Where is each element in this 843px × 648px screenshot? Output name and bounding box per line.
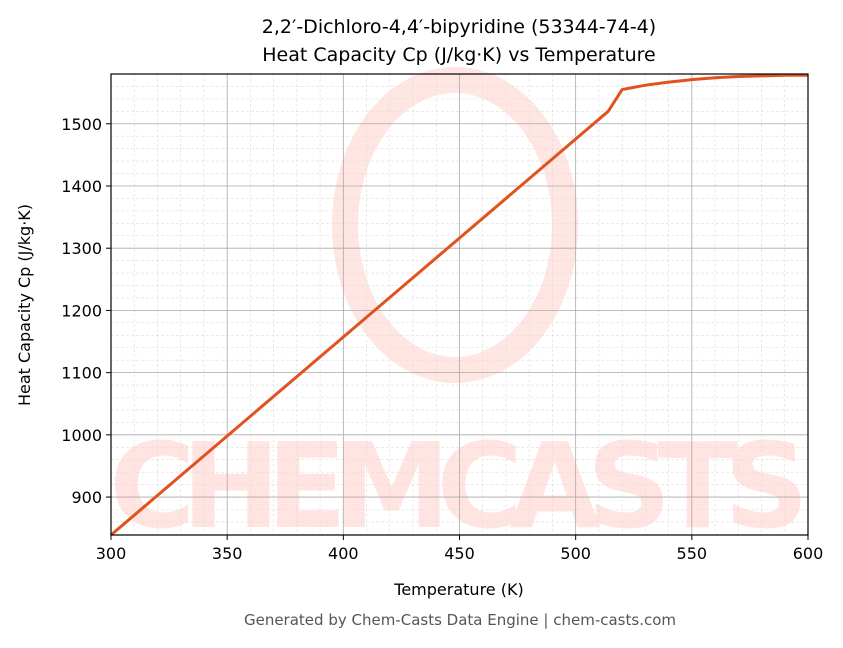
y-tick-label: 1500 (61, 115, 102, 134)
chart-title: 2,2′-Dichloro-4,4′-bipyridine (53344-74-… (262, 16, 656, 38)
x-tick-label: 400 (328, 544, 359, 563)
chart-subtitle: Heat Capacity Cp (J/kg·K) vs Temperature (262, 44, 656, 66)
y-tick-label: 900 (71, 488, 102, 507)
x-tick-label: 450 (444, 544, 475, 563)
x-tick-label: 550 (677, 544, 708, 563)
watermark-text: CHEMCASTS (109, 417, 809, 555)
x-tick-label: 600 (793, 544, 824, 563)
footer-credit: Generated by Chem-Casts Data Engine | ch… (244, 611, 676, 629)
y-tick-label: 1100 (61, 364, 102, 383)
watermark: CHEMCASTS (109, 67, 809, 555)
y-tick-label: 1400 (61, 177, 102, 196)
y-tick-label: 1300 (61, 239, 102, 258)
x-tick-label: 500 (560, 544, 591, 563)
y-tick-label: 1000 (61, 426, 102, 445)
y-tick-label: 1200 (61, 301, 102, 320)
plot-frame (110, 73, 809, 536)
y-axis-label: Heat Capacity Cp (J/kg·K) (15, 204, 34, 406)
data-line (110, 73, 808, 537)
x-axis-label: Temperature (K) (393, 580, 523, 599)
x-tick-label: 350 (212, 544, 243, 563)
x-tick-label: 300 (96, 544, 127, 563)
